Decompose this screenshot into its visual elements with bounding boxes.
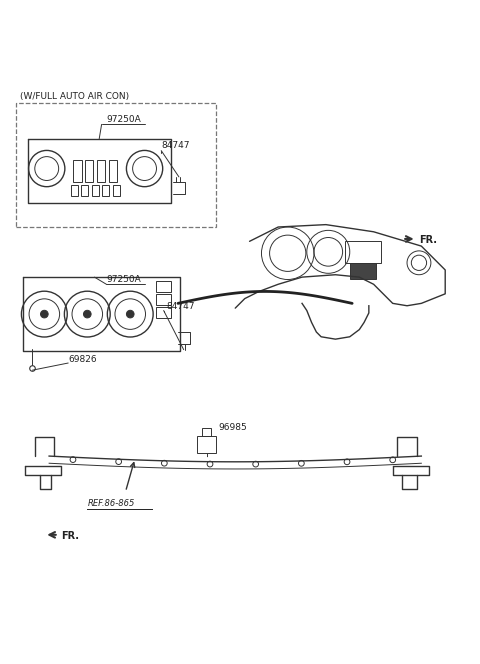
- Text: FR.: FR.: [419, 235, 437, 245]
- Text: FR.: FR.: [61, 531, 79, 540]
- Text: 96985: 96985: [218, 423, 247, 432]
- Bar: [156, 282, 171, 292]
- Text: 84747: 84747: [161, 141, 190, 150]
- Bar: [109, 160, 117, 182]
- Bar: [345, 241, 381, 263]
- Bar: [350, 263, 376, 279]
- Bar: [97, 160, 106, 182]
- Text: 84747: 84747: [166, 302, 194, 311]
- Text: REF.86-865: REF.86-865: [87, 499, 135, 508]
- Bar: [92, 185, 99, 196]
- Bar: [202, 428, 211, 436]
- Bar: [85, 160, 94, 182]
- Bar: [156, 307, 171, 317]
- Text: (W/FULL AUTO AIR CON): (W/FULL AUTO AIR CON): [21, 92, 130, 100]
- Bar: [16, 103, 216, 227]
- Bar: [71, 185, 78, 196]
- Bar: [73, 160, 82, 182]
- Bar: [113, 185, 120, 196]
- Bar: [197, 436, 216, 453]
- Text: 97250A: 97250A: [107, 275, 141, 284]
- Text: 69826: 69826: [68, 355, 97, 364]
- Text: 97250A: 97250A: [107, 115, 141, 124]
- Circle shape: [126, 310, 134, 318]
- Circle shape: [40, 310, 48, 318]
- Circle shape: [84, 310, 91, 318]
- Bar: [156, 294, 171, 305]
- Bar: [102, 185, 109, 196]
- Bar: [81, 185, 88, 196]
